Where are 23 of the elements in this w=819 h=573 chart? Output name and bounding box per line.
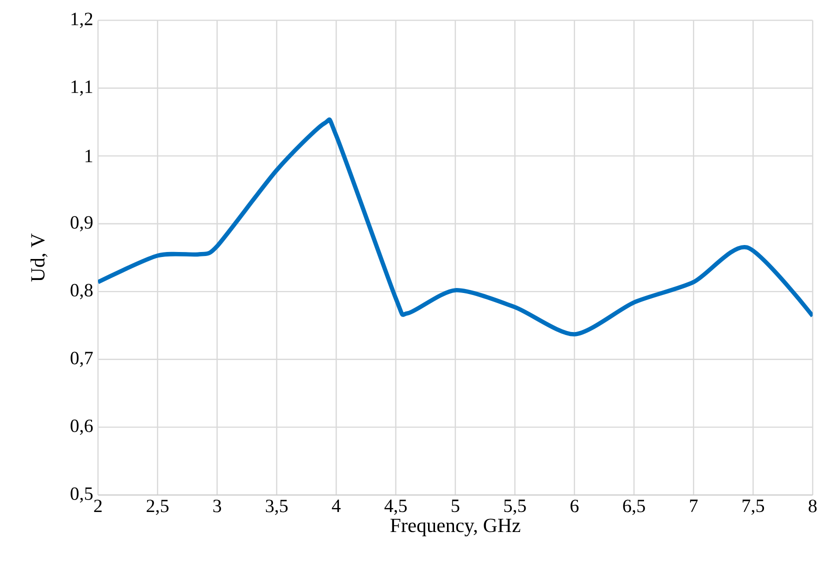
y-tick-label: 0,6 [70, 420, 93, 435]
x-tick-label: 2,5 [146, 500, 169, 515]
y-axis-title: Ud, V [30, 233, 48, 282]
x-tick-label: 6,5 [623, 500, 645, 515]
x-tick-label: 4,5 [384, 500, 407, 515]
x-tick-label: 5,5 [504, 500, 526, 515]
y-tick-label: 1,1 [72, 80, 92, 96]
x-tick-label: 7 [690, 500, 698, 512]
x-axis-title: Frequency, GHz [390, 518, 520, 536]
y-tick-label: 1,2 [72, 12, 92, 28]
x-tick-label: 3 [213, 500, 222, 512]
x-tick-label: 6 [570, 500, 579, 512]
x-tick-label: 7,5 [742, 500, 764, 515]
x-tick-label: 5 [452, 500, 460, 512]
x-tick-label: 2 [94, 500, 102, 512]
x-tick-label: 4 [332, 500, 341, 512]
y-tick-label: 0,5 [70, 487, 93, 503]
x-tick-label: 8 [808, 500, 817, 512]
y-tick-label: 1 [86, 150, 92, 162]
y-tick-label: 0,8 [70, 284, 93, 300]
x-tick-label: 3,5 [266, 500, 288, 515]
y-tick-label: 0,7 [70, 352, 93, 368]
y-tick-label: 0,9 [70, 216, 93, 232]
